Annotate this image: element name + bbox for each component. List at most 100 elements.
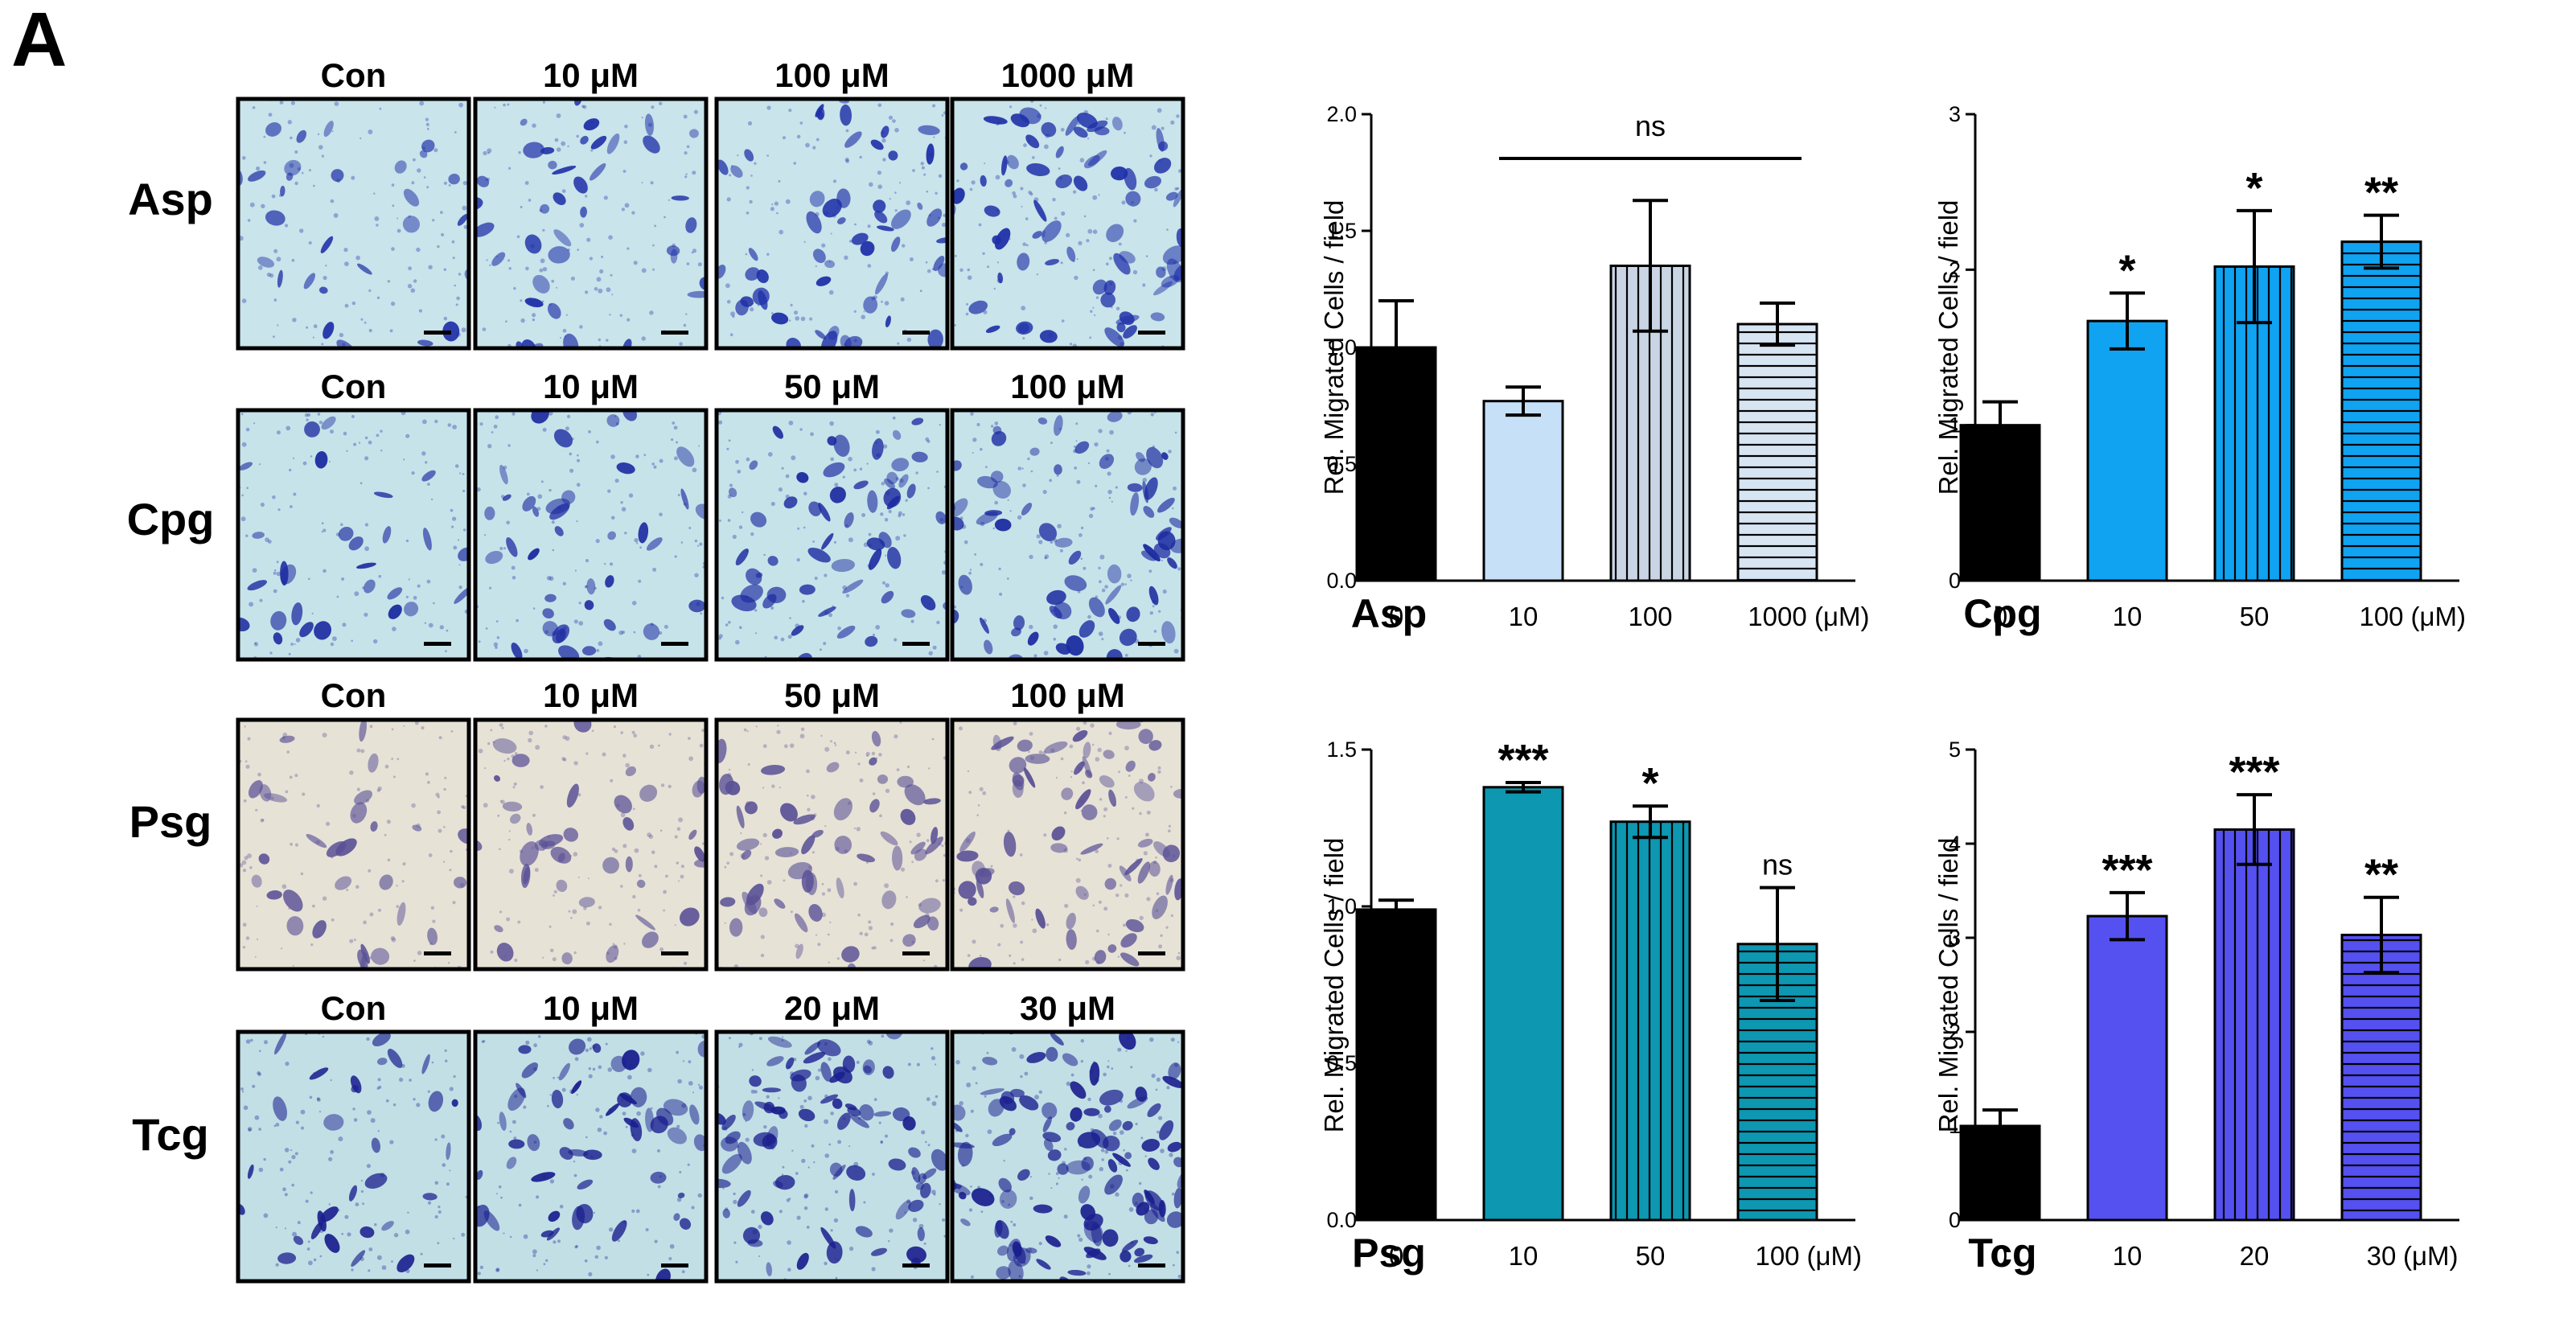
bar-tcg-20: [2213, 828, 2295, 1222]
scale-bar: [902, 331, 930, 335]
micrograph-frame: [950, 1029, 1185, 1284]
column-label: 10 μM: [543, 989, 639, 1027]
scale-bar: [424, 331, 451, 335]
y-axis-label: Rel. Migrated Cells / field: [1933, 838, 1963, 1133]
compound-label: Asp: [1351, 591, 1427, 636]
bar-cpg-0: [1959, 424, 2041, 582]
x-tick-label: 50: [1636, 1241, 1666, 1271]
y-tick-label: 3: [1949, 102, 1961, 126]
y-tick-label: 1: [1949, 413, 1961, 438]
significance-marker: *: [2245, 164, 2262, 212]
micrograph-image: [717, 1032, 947, 1281]
x-tick-label: 100: [1755, 1241, 1799, 1271]
scale-bar: [902, 642, 930, 646]
micrograph-row-asp: Asp Con 10 μM 100 μM 1000 μM: [128, 56, 1185, 351]
micrograph-frame: [714, 717, 950, 972]
y-tick-label: 0.5: [1326, 452, 1357, 476]
significance-marker: ***: [1498, 736, 1548, 784]
x-tick-label: 0: [1389, 602, 1403, 631]
scale-bar: [1138, 951, 1165, 955]
significance-marker: ***: [2101, 846, 2152, 894]
unit-label: (μM): [1807, 1241, 1862, 1271]
micrograph-image: [717, 99, 947, 348]
micrograph-image: [475, 99, 706, 348]
unit-label: (μM): [1814, 602, 1869, 631]
x-tick-label: 50: [2240, 602, 2270, 631]
x-tick-label: 30: [2367, 1241, 2397, 1271]
micrograph-image: [475, 720, 706, 969]
column-label: 10 μM: [543, 56, 639, 94]
y-tick-label: 1.5: [1326, 738, 1357, 762]
row-label: Tcg: [132, 1109, 208, 1160]
micrograph-image: [238, 410, 469, 659]
column-label: 10 μM: [543, 368, 639, 405]
column-label: 100 μM: [1010, 676, 1124, 714]
bar-tcg-30: [2340, 933, 2422, 1222]
micrograph-image: [475, 410, 706, 659]
micrograph-image: [952, 99, 1183, 348]
micrograph-frame: [714, 97, 950, 351]
scale-bar: [902, 1263, 930, 1268]
micrograph-frame: [236, 717, 471, 972]
column-label: 10 μM: [543, 676, 639, 714]
chart-asp: 0.0 0.5 1.0 1.5 2.0 Rel. Migrated Cells / fie…: [1319, 102, 1869, 636]
y-tick-label: 2: [1949, 257, 1961, 281]
y-axis-label: Rel. Migrated Cells / field: [1933, 200, 1963, 495]
micrograph-frame: [236, 408, 471, 662]
bar-psg-10: [1482, 786, 1564, 1222]
compound-label: Psg: [1352, 1231, 1426, 1276]
bracket-label: ns: [1635, 109, 1666, 142]
micrograph-frame: [236, 97, 471, 351]
y-tick-label: 1.0: [1326, 335, 1357, 360]
y-tick-label: 4: [1949, 832, 1961, 856]
unit-label: (μM): [2411, 602, 2466, 631]
column-label: Con: [321, 676, 387, 714]
scale-bar: [661, 951, 688, 955]
bar-asp-1000: [1736, 323, 1818, 582]
scale-bar: [424, 642, 451, 646]
micrograph-frame: [714, 1029, 950, 1284]
bar-asp-10: [1482, 400, 1564, 582]
micrograph-frame: [714, 408, 950, 662]
column-label: Con: [321, 368, 387, 405]
micrograph-grid: Asp Con 10 μM 100 μM 1000 μM Cpg Con 10 μM 50 μM…: [127, 56, 1185, 1284]
bar-psg-0: [1355, 908, 1437, 1222]
y-tick-label: 5: [1949, 738, 1961, 762]
significance-marker: **: [2364, 851, 2398, 899]
micrograph-frame: [473, 1029, 709, 1284]
compound-label: Cpg: [1963, 591, 2041, 636]
row-label: Cpg: [127, 494, 215, 544]
column-label: Con: [321, 989, 387, 1027]
scale-bar: [661, 331, 688, 335]
x-tick-label: 100: [1628, 602, 1672, 631]
micrograph-image: [238, 99, 469, 348]
micrograph-row-cpg: Cpg Con 10 μM 50 μM 100 μM: [127, 368, 1185, 662]
bar-psg-50: [1609, 820, 1691, 1222]
micrograph-row-tcg: Tcg Con 10 μM 20 μM 30 μM: [132, 989, 1185, 1284]
y-axis-label: Rel. Migrated Cells / field: [1319, 200, 1349, 495]
y-tick-label: 0.0: [1326, 1208, 1357, 1232]
micrograph-frame: [950, 97, 1185, 351]
significance-marker: ***: [2229, 748, 2279, 796]
micrograph-frame: [473, 717, 709, 972]
micrograph-frame: [473, 97, 709, 351]
scale-bar: [424, 951, 451, 955]
y-tick-label: 0.0: [1326, 569, 1357, 593]
significance-marker: *: [2118, 246, 2135, 294]
unit-label: (μM): [2403, 1241, 2458, 1271]
bar-cpg-100: [2340, 240, 2422, 582]
scale-bar: [1138, 642, 1165, 646]
column-label: 100 μM: [774, 56, 889, 94]
row-label: Asp: [128, 174, 213, 224]
column-label: Con: [321, 56, 387, 94]
x-tick-label: 10: [1509, 1241, 1539, 1271]
scale-bar: [1138, 331, 1165, 335]
row-label: Psg: [129, 796, 212, 847]
chart-psg: 0.0 0.5 1.0 1.5 Rel. Migrated Cells / field 0…: [1319, 736, 1862, 1276]
micrograph-image: [952, 720, 1183, 969]
y-tick-label: 1: [1949, 1114, 1961, 1138]
micrograph-image: [238, 1032, 469, 1281]
significance-marker: **: [2364, 169, 2398, 217]
column-label: 1000 μM: [1001, 56, 1135, 94]
